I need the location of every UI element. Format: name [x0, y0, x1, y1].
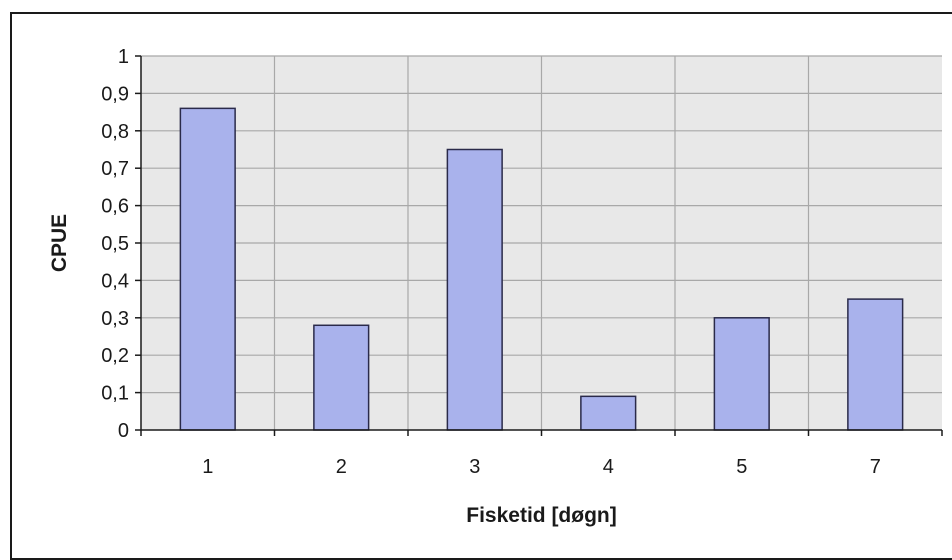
- y-tick-labels: 0 0,1 0,2 0,3 0,4 0,5 0,6 0,7 0,8 0,9 1: [101, 46, 141, 442]
- y-tick-label: 0,9: [101, 83, 129, 105]
- bar-7: [847, 298, 904, 431]
- y-tick-label: 0,6: [101, 196, 129, 218]
- y-tick-label: 0,3: [101, 308, 129, 330]
- y-tick-label: 0,8: [101, 121, 129, 143]
- x-tick-label: 7: [870, 456, 881, 478]
- x-tick-label: 2: [336, 456, 347, 478]
- x-axis-title: Fisketid [døgn]: [466, 504, 617, 527]
- x-tick-labels: 1 2 3 4 5 7: [140, 430, 943, 478]
- bars: [179, 107, 904, 431]
- y-tick-label: 0,4: [101, 270, 129, 292]
- y-tick-label: 1: [118, 46, 129, 68]
- grid-lines: [141, 55, 942, 430]
- bar-5: [713, 317, 770, 431]
- y-tick-label: 0,7: [101, 158, 129, 180]
- bar-2: [313, 324, 370, 431]
- bar-3: [446, 148, 503, 431]
- y-axis-title: CPUE: [48, 214, 71, 272]
- y-tick-label: 0,5: [101, 233, 129, 255]
- y-tick-label: 0,2: [101, 345, 129, 367]
- y-tick-label: 0: [118, 420, 129, 442]
- bar-1: [179, 107, 236, 431]
- x-tick-label: 4: [603, 456, 614, 478]
- x-tick-label: 5: [736, 456, 747, 478]
- bar-4: [580, 395, 637, 431]
- x-tick-label: 1: [202, 456, 213, 478]
- x-tick-label: 3: [469, 456, 480, 478]
- y-tick-label: 0,1: [101, 383, 129, 405]
